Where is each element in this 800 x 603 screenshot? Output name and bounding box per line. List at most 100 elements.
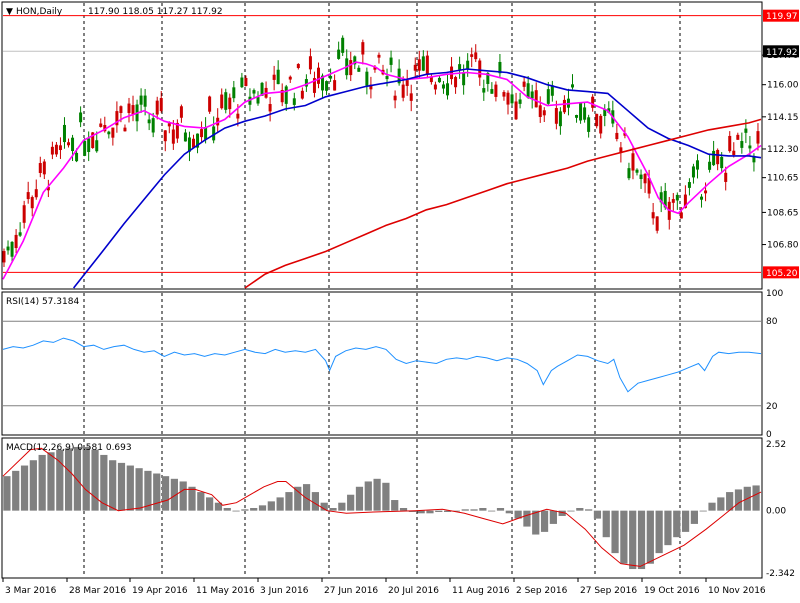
candle-body: [62, 124, 66, 143]
candle-body: [280, 90, 284, 103]
candle-body: [2, 251, 6, 263]
time-tick-label: 3 Mar 2016: [5, 586, 57, 596]
macd-signal-line: [2, 447, 762, 567]
candle-body: [643, 173, 647, 184]
candle-body: [704, 190, 708, 194]
macd-bar: [276, 497, 284, 511]
candle-body: [284, 86, 288, 104]
candle-body: [405, 79, 409, 86]
candle-body: [530, 91, 534, 99]
candle-body: [42, 161, 46, 175]
candle-body: [296, 63, 300, 69]
candle-body: [397, 68, 401, 84]
candle-body: [192, 138, 195, 148]
macd-bar: [523, 510, 531, 527]
time-tick-label: 10 Nov 2016: [708, 586, 766, 596]
candle-body: [482, 88, 486, 93]
candle-body: [54, 144, 58, 155]
candle-body: [494, 84, 498, 97]
macd-bar: [12, 470, 20, 511]
candle-body: [119, 106, 123, 113]
macd-bar: [496, 508, 505, 511]
candle-body: [571, 84, 574, 88]
candle-body: [675, 194, 679, 201]
macd-bar: [611, 510, 619, 554]
candle-body: [111, 127, 115, 138]
macd-bar: [267, 501, 275, 511]
macd-bar: [734, 489, 743, 511]
candle-body: [635, 169, 639, 173]
candle-body: [316, 67, 320, 84]
candle-body: [139, 95, 143, 105]
candle-body: [292, 98, 296, 105]
time-tick-label: 28 Mar 2016: [69, 586, 126, 596]
candle-body: [123, 127, 127, 132]
chart-symbol: HON,Daily: [16, 7, 63, 17]
candle-body: [506, 92, 510, 105]
candle-body: [325, 81, 329, 91]
candle-body: [409, 93, 413, 101]
candle-body: [740, 141, 744, 148]
time-tick-label: 3 Jun 2016: [260, 586, 309, 596]
macd-bar: [637, 510, 646, 570]
candle-body: [252, 90, 256, 94]
macd-bar: [726, 492, 734, 511]
candle-body: [655, 216, 659, 231]
macd-bar: [320, 502, 328, 511]
candle-body: [103, 124, 107, 132]
candle-body: [212, 126, 216, 141]
macd-bar: [576, 508, 584, 511]
candle-body: [417, 59, 421, 71]
macd-bar: [347, 494, 355, 511]
candle-body: [6, 246, 10, 251]
macd-bar: [567, 510, 575, 512]
candle-body: [663, 190, 667, 208]
candle-body: [587, 117, 591, 132]
moving-average-line: [2, 61, 762, 280]
price-tick-label: 110.65: [767, 174, 799, 184]
time-tick-label: 27 Jun 2016: [324, 586, 378, 596]
rsi-line: [2, 337, 762, 393]
macd-bar: [109, 460, 117, 511]
macd-bar: [408, 510, 416, 512]
candle-body: [603, 109, 607, 117]
level-price-tag: [763, 266, 799, 279]
price-tick-label: 108.65: [767, 208, 799, 218]
candle-body: [502, 92, 506, 97]
rsi-tick-label: 20: [766, 402, 778, 412]
candle-body: [542, 110, 546, 116]
candle-body: [627, 168, 631, 179]
candle-body: [510, 94, 514, 104]
macd-title: MACD(12,26,9) 0.581 0.693: [6, 443, 132, 453]
candle-body: [615, 132, 619, 140]
candle-body: [337, 49, 341, 59]
candle-body: [437, 77, 441, 83]
chart-header-arrow-icon[interactable]: ▼: [6, 7, 13, 17]
candle-body: [486, 72, 490, 84]
macd-bar: [29, 460, 37, 511]
candle-body: [700, 196, 704, 200]
price-axis: 117.70116.00114.15112.30110.65108.65106.…: [762, 9, 799, 279]
candle-body: [474, 52, 478, 60]
candle-body: [308, 56, 312, 70]
candle-body: [683, 194, 687, 209]
macd-bar: [311, 492, 320, 511]
price-pane: 117.70116.00114.15112.30110.65108.65106.…: [1, 1, 799, 290]
macd-bar: [602, 510, 610, 538]
candle-body: [357, 67, 361, 72]
candle-body: [720, 156, 724, 169]
candle-body: [429, 77, 433, 83]
macd-bar: [664, 510, 672, 546]
candle-body: [393, 95, 397, 101]
candle-body: [151, 118, 155, 133]
candle-body: [87, 138, 91, 152]
macd-bar: [717, 497, 725, 511]
macd-bar: [329, 508, 337, 511]
price-tick-label: 114.15: [767, 113, 799, 123]
candle-body: [300, 90, 304, 99]
candle-body: [95, 140, 99, 152]
candle-body: [216, 117, 220, 126]
candle-body: [38, 163, 42, 173]
candle-body: [522, 81, 526, 87]
candle-body: [748, 145, 752, 149]
